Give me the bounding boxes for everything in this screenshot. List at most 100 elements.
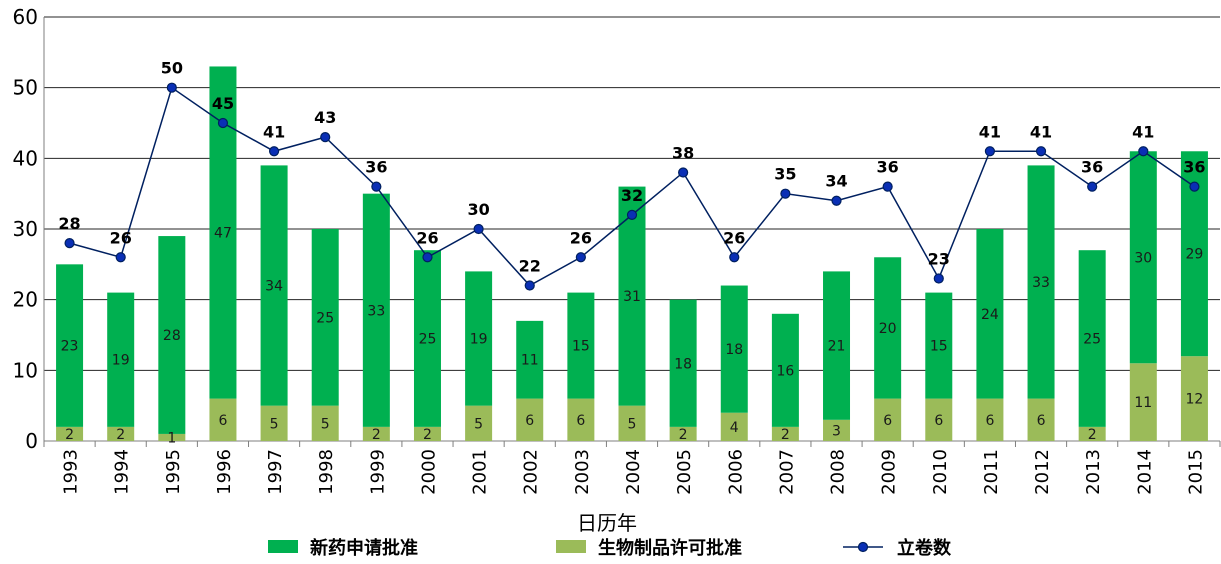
line-value-label: 26 bbox=[416, 228, 438, 247]
bar-segment bbox=[107, 292, 135, 427]
bar-segment bbox=[976, 398, 1004, 441]
x-tick-label: 1999 bbox=[367, 449, 388, 495]
line-value-label: 32 bbox=[621, 186, 643, 205]
bar-value-label: 23 bbox=[61, 339, 79, 355]
bar-value-label: 25 bbox=[419, 332, 437, 348]
line-point bbox=[882, 181, 893, 192]
line-point bbox=[320, 132, 331, 143]
bar-layer bbox=[56, 66, 1208, 441]
line-value-label: 34 bbox=[825, 172, 847, 191]
legend-marker bbox=[857, 541, 869, 553]
bar-segment bbox=[465, 405, 493, 441]
bar-segment bbox=[56, 426, 84, 441]
line-value-label: 50 bbox=[161, 59, 183, 78]
bar-value-label: 5 bbox=[474, 416, 483, 432]
line-point bbox=[933, 273, 944, 284]
bar-segment bbox=[1078, 426, 1106, 441]
bar-value-label: 19 bbox=[470, 332, 488, 348]
bar-value-label: 28 bbox=[163, 328, 181, 344]
bar-value-label: 33 bbox=[1032, 275, 1050, 291]
bar-value-label: 12 bbox=[1186, 392, 1204, 408]
y-tick-label: 30 bbox=[13, 217, 38, 241]
bar-value-label: 15 bbox=[930, 339, 948, 355]
line-value-label: 36 bbox=[365, 158, 387, 177]
y-tick-label: 50 bbox=[13, 76, 38, 100]
bar-segment bbox=[311, 405, 339, 441]
bar-segment bbox=[158, 236, 186, 434]
line-point bbox=[626, 209, 638, 220]
line-point bbox=[575, 252, 586, 263]
x-tick-label: 2006 bbox=[725, 449, 746, 495]
bar-segment bbox=[209, 398, 237, 441]
bar-segment bbox=[1129, 363, 1157, 441]
bar-value-label: 6 bbox=[218, 413, 227, 429]
bar-segment bbox=[925, 398, 953, 441]
x-tick-label: 2003 bbox=[572, 449, 593, 495]
bar-value-label: 11 bbox=[1134, 395, 1152, 411]
line-point bbox=[984, 146, 996, 157]
line-value-label: 23 bbox=[928, 249, 950, 268]
bar-value-label: 5 bbox=[628, 416, 637, 432]
bar-segment bbox=[976, 229, 1004, 399]
line-point bbox=[524, 280, 535, 291]
bar-segment bbox=[362, 426, 390, 441]
bar-value-label: 5 bbox=[270, 416, 279, 432]
bar-segment bbox=[260, 165, 288, 406]
bar-value-label: 25 bbox=[1083, 332, 1101, 348]
line-value-label: 41 bbox=[1030, 122, 1052, 141]
line-point bbox=[473, 223, 484, 235]
line-point bbox=[1087, 181, 1098, 192]
x-tick-label: 1994 bbox=[112, 449, 133, 495]
legend-swatch bbox=[556, 540, 586, 553]
bar-value-label: 34 bbox=[265, 279, 283, 295]
bar-segment bbox=[413, 250, 441, 427]
bar-value-label: 15 bbox=[572, 339, 590, 355]
bar-segment bbox=[771, 313, 799, 427]
bar-segment bbox=[823, 419, 851, 441]
bar-value-label: 6 bbox=[934, 413, 943, 429]
y-tick-label: 60 bbox=[13, 5, 38, 29]
bar-segment bbox=[107, 426, 135, 441]
line-value-label: 26 bbox=[723, 228, 745, 247]
label-layer: 2232191286475345252332255196116155312184… bbox=[58, 59, 1205, 447]
line-value-label: 26 bbox=[110, 228, 132, 247]
bar-segment bbox=[56, 264, 84, 427]
legend: 新药申请批准 生物制品许可批准 立卷数 bbox=[268, 537, 952, 559]
x-tick-label: 1996 bbox=[214, 449, 235, 495]
x-tick-label: 2004 bbox=[623, 449, 644, 495]
bar-value-label: 11 bbox=[521, 353, 539, 369]
bar-value-label: 6 bbox=[525, 413, 534, 429]
bar-segment bbox=[1129, 151, 1157, 364]
bar-segment bbox=[413, 426, 441, 441]
bar-value-label: 5 bbox=[321, 416, 330, 432]
bar-value-label: 31 bbox=[623, 289, 641, 305]
line-value-label: 36 bbox=[877, 158, 899, 177]
bar-segment bbox=[516, 398, 544, 441]
bar-value-label: 6 bbox=[1037, 413, 1046, 429]
line-point bbox=[217, 117, 229, 129]
x-tick-label: 2005 bbox=[674, 449, 695, 495]
bar-segment bbox=[720, 412, 748, 441]
x-tick-label: 2007 bbox=[776, 449, 797, 495]
bar-value-label: 18 bbox=[674, 356, 692, 372]
bar-value-label: 20 bbox=[879, 321, 897, 337]
x-tick-label: 2015 bbox=[1185, 449, 1206, 495]
bar-value-label: 6 bbox=[883, 413, 892, 429]
x-tick-label: 2008 bbox=[828, 449, 849, 495]
x-tick-label: 1995 bbox=[163, 449, 184, 495]
x-tick-label: 2001 bbox=[470, 449, 491, 495]
bar-segment bbox=[618, 405, 646, 441]
line-point bbox=[1035, 146, 1047, 157]
y-tick-label: 20 bbox=[13, 288, 38, 312]
bar-segment bbox=[823, 271, 851, 420]
line-point bbox=[268, 146, 280, 157]
line-layer bbox=[64, 82, 1200, 291]
x-tick-label: 2012 bbox=[1032, 449, 1053, 495]
x-tick-label: 2009 bbox=[879, 449, 900, 495]
bar-segment bbox=[465, 271, 493, 406]
bar-segment bbox=[1027, 398, 1055, 441]
line-value-label: 41 bbox=[1132, 122, 1154, 141]
bar-segment bbox=[516, 320, 544, 399]
